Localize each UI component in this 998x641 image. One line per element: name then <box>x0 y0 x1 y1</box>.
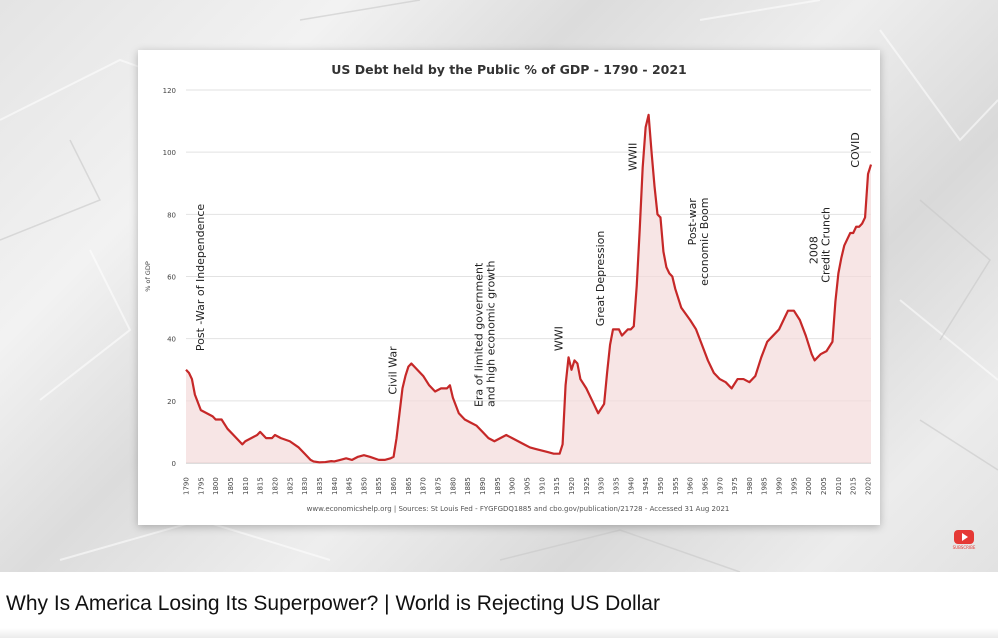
annotation-label: WWI <box>553 326 566 351</box>
x-tick-label: 2015 <box>850 477 858 495</box>
x-tick-label: 1845 <box>346 477 354 495</box>
x-tick-label: 1980 <box>746 477 754 495</box>
annotation-label: COVID <box>849 132 862 167</box>
debt-chart: US Debt held by the Public % of GDP - 17… <box>144 62 873 513</box>
x-tick-label: 1840 <box>331 477 339 495</box>
series-line <box>185 113 873 464</box>
series-area <box>186 114 871 463</box>
x-tick-label: 1965 <box>701 477 709 495</box>
x-tick-label: 1990 <box>776 477 784 495</box>
y-axis-label: % of GDP <box>144 261 152 292</box>
x-tick-label: 1830 <box>301 477 309 495</box>
x-tick-label: 1790 <box>183 477 191 495</box>
annotation-label: Credit Crunch <box>819 207 832 283</box>
subscribe-button[interactable]: SUBSCRIBE <box>950 528 976 554</box>
x-tick-label: 1940 <box>627 477 635 495</box>
x-tick-label: 1975 <box>731 477 739 495</box>
annotation-label: economic Boom <box>698 198 711 286</box>
annotation-label: WWII <box>627 143 640 171</box>
x-tick-label: 1960 <box>687 477 695 495</box>
x-tick-label: 1935 <box>612 477 620 495</box>
x-tick-label: 2020 <box>865 477 873 495</box>
annotation-label: 2008 <box>808 236 821 264</box>
x-tick-label: 1925 <box>583 477 591 495</box>
annotation-label: and high economic growth <box>484 261 497 408</box>
x-tick-label: 1870 <box>420 477 428 495</box>
x-tick-label: 1945 <box>642 477 650 495</box>
x-tick-label: 1920 <box>568 477 576 495</box>
x-tick-label: 1855 <box>375 477 383 495</box>
title-divider <box>0 628 998 638</box>
y-tick-label: 20 <box>167 398 176 406</box>
x-tick-label: 1825 <box>286 477 294 495</box>
annotation-label: Post-war <box>686 198 699 246</box>
x-tick-label: 2005 <box>820 477 828 495</box>
x-tick-label: 1985 <box>761 477 769 495</box>
y-tick-label: 0 <box>172 460 176 468</box>
y-tick-label: 100 <box>163 149 176 157</box>
x-tick-label: 1815 <box>257 477 265 495</box>
x-tick-label: 1950 <box>657 477 665 495</box>
x-tick-label: 1800 <box>212 477 220 495</box>
source-note: www.economicshelp.org | Sources: St Loui… <box>307 505 730 513</box>
x-tick-label: 1885 <box>464 477 472 495</box>
video-frame[interactable]: US Debt held by the Public % of GDP - 17… <box>0 0 998 572</box>
x-tick-label: 1865 <box>405 477 413 495</box>
x-tick-label: 1820 <box>271 477 279 495</box>
x-tick-label: 1890 <box>479 477 487 495</box>
annotation-label: Civil War <box>387 346 400 395</box>
subscribe-label: SUBSCRIBE <box>952 545 976 550</box>
x-tick-label: 1805 <box>227 477 235 495</box>
y-tick-label: 60 <box>167 274 176 282</box>
annotation-label: Post -War of Independence <box>194 204 207 352</box>
y-tick-label: 40 <box>167 336 176 344</box>
y-tick-label: 80 <box>167 211 176 219</box>
x-tick-label: 1850 <box>360 477 368 495</box>
x-tick-label: 1875 <box>435 477 443 495</box>
x-tick-label: 1910 <box>538 477 546 495</box>
x-tick-label: 1970 <box>716 477 724 495</box>
chart-title: US Debt held by the Public % of GDP - 17… <box>331 62 687 77</box>
video-title[interactable]: Why Is America Losing Its Superpower? | … <box>6 592 660 615</box>
x-tick-label: 1795 <box>197 477 205 495</box>
x-tick-label: 1900 <box>509 477 517 495</box>
x-tick-label: 1905 <box>524 477 532 495</box>
x-tick-label: 1835 <box>316 477 324 495</box>
y-tick-label: 120 <box>163 87 176 95</box>
youtube-play-icon <box>954 530 974 544</box>
x-tick-label: 2010 <box>835 477 843 495</box>
x-tick-label: 1995 <box>790 477 798 495</box>
x-tick-label: 1810 <box>242 477 250 495</box>
x-tick-label: 1895 <box>494 477 502 495</box>
x-tick-label: 1930 <box>598 477 606 495</box>
x-tick-label: 1860 <box>390 477 398 495</box>
chart-card: US Debt held by the Public % of GDP - 17… <box>138 50 880 525</box>
x-tick-label: 1915 <box>553 477 561 495</box>
x-tick-label: 2000 <box>805 477 813 495</box>
annotation-label: Era of limited government <box>473 262 486 407</box>
x-tick-label: 1880 <box>449 477 457 495</box>
x-tick-label: 1955 <box>672 477 680 495</box>
annotation-label: Great Depression <box>594 231 607 327</box>
